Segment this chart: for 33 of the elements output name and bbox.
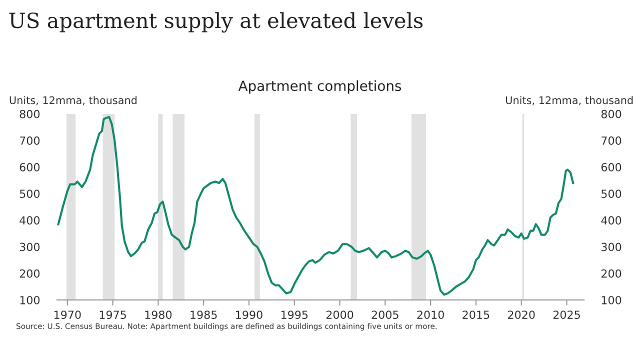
y-tick-label: 800	[20, 110, 40, 118]
y-axis-title: Units, 12mma, thousand	[10, 96, 137, 106]
chart-subtitle: Apartment completions	[238, 80, 402, 94]
x-tick-label: 1985	[190, 310, 217, 319]
y2-tick-label: 400	[601, 216, 622, 225]
x-tick-label: 1995	[281, 310, 308, 319]
x-tick-label: 2005	[372, 310, 398, 319]
chart-title: US apartment supply at elevated levels	[9, 12, 423, 33]
y2-tick-label: 500	[602, 190, 622, 198]
x-tick-label: 2000	[326, 310, 354, 319]
y-tick-label: 500	[20, 190, 40, 198]
y-tick-label: 700	[20, 136, 40, 145]
y2-axis-title: Units, 12mma, thousand	[506, 96, 633, 106]
y2-tick-label: 300	[602, 242, 622, 252]
x-tick-label: 2015	[462, 310, 490, 319]
y-tick-label: 600	[20, 163, 40, 172]
x-tick-label: 1990	[236, 310, 262, 319]
x-tick-label: 2010	[417, 310, 444, 319]
x-tick-label: 1975	[100, 310, 126, 319]
x-tick-label: 1980	[145, 310, 172, 319]
y-tick-label: 200	[20, 269, 40, 278]
y2-tick-label: 200	[601, 269, 622, 278]
y2-tick-label: 100	[602, 296, 622, 304]
y-tick-label: 400	[20, 216, 40, 225]
x-tick-label: 1970	[54, 310, 81, 319]
x-tick-label: 2020	[508, 310, 535, 319]
y-tick-label: 300	[20, 242, 40, 252]
y-tick-label: 100	[20, 296, 40, 304]
y2-tick-label: 700	[602, 136, 622, 145]
y2-tick-label: 800	[601, 110, 622, 118]
y2-tick-label: 600	[601, 163, 622, 172]
x-tick-label: 2025	[553, 310, 580, 319]
line-series	[57, 116, 574, 296]
